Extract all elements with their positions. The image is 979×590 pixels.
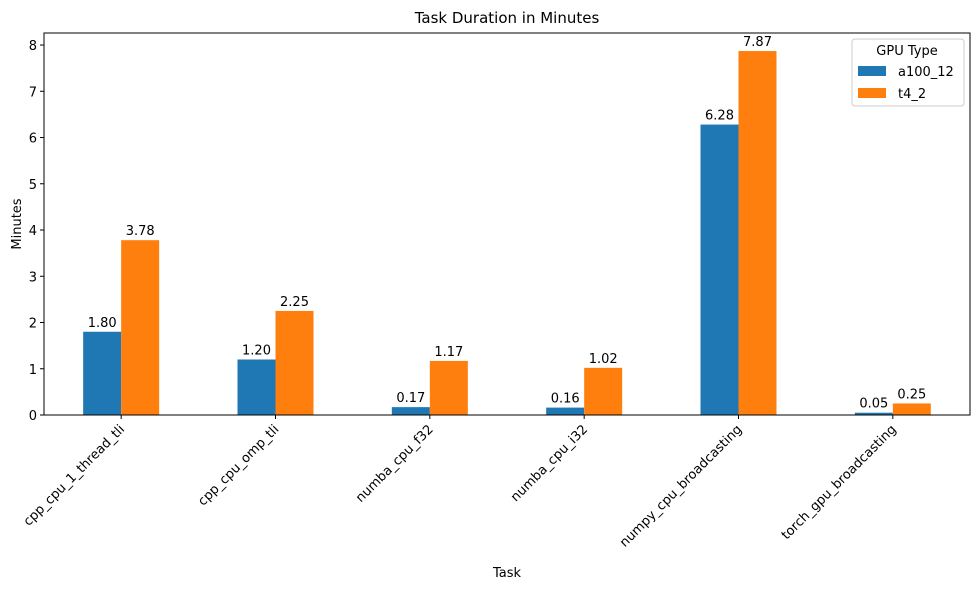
bar-value-label: 7.87 [743, 35, 772, 50]
y-tick-label: 0 [29, 409, 37, 424]
bar-value-label: 1.80 [88, 316, 117, 331]
bar [275, 310, 314, 415]
bar-value-label: 0.25 [897, 387, 926, 402]
bar-value-label: 0.16 [551, 392, 580, 407]
bar [237, 359, 276, 415]
bar-value-label: 3.78 [126, 224, 155, 239]
legend-label-a100: a100_12 [898, 65, 954, 80]
x-axis-label: Task [492, 566, 522, 581]
y-tick-label: 2 [29, 317, 37, 332]
bar [700, 124, 739, 416]
bar-value-label: 0.05 [859, 397, 888, 412]
bar-labels-layer: 1.80 3.78 1.20 2.25 0.17 1.17 0.16 1.02 6.28 7.87… [88, 35, 927, 412]
bar [83, 331, 122, 415]
legend-swatch-t4 [858, 88, 886, 98]
bar [738, 51, 777, 416]
bar [584, 367, 623, 415]
bar [429, 360, 468, 415]
bar [546, 407, 585, 415]
plot-frame [43, 32, 971, 416]
bar-value-label: 1.17 [434, 345, 463, 360]
y-tick-label: 7 [29, 85, 37, 100]
bar-value-label: 1.02 [589, 352, 618, 367]
y-tick-label: 6 [29, 132, 37, 147]
y-axis: 0 1 2 3 4 5 6 7 8 [29, 39, 44, 424]
y-tick-label: 3 [29, 270, 37, 285]
bar [391, 407, 430, 415]
bar-value-label: 0.17 [396, 391, 425, 406]
chart-title: Task Duration in Minutes [414, 9, 600, 27]
legend-label-t4: t4_2 [898, 87, 926, 102]
y-tick-label: 1 [29, 363, 37, 378]
y-axis-label: Minutes [10, 198, 25, 249]
bars-layer [83, 51, 931, 416]
y-tick-label: 5 [29, 178, 37, 193]
y-tick-label: 4 [29, 224, 37, 239]
bar-value-label: 6.28 [705, 109, 734, 124]
legend: GPU Type a100_12 t4_2 [851, 38, 965, 107]
y-tick-label: 8 [29, 39, 37, 54]
bar [854, 412, 893, 415]
bar-value-label: 1.20 [242, 344, 271, 359]
bar [121, 240, 160, 415]
legend-swatch-a100 [858, 66, 886, 76]
bar-value-label: 2.25 [280, 295, 309, 310]
bar [892, 403, 931, 415]
legend-title: GPU Type [876, 44, 937, 59]
